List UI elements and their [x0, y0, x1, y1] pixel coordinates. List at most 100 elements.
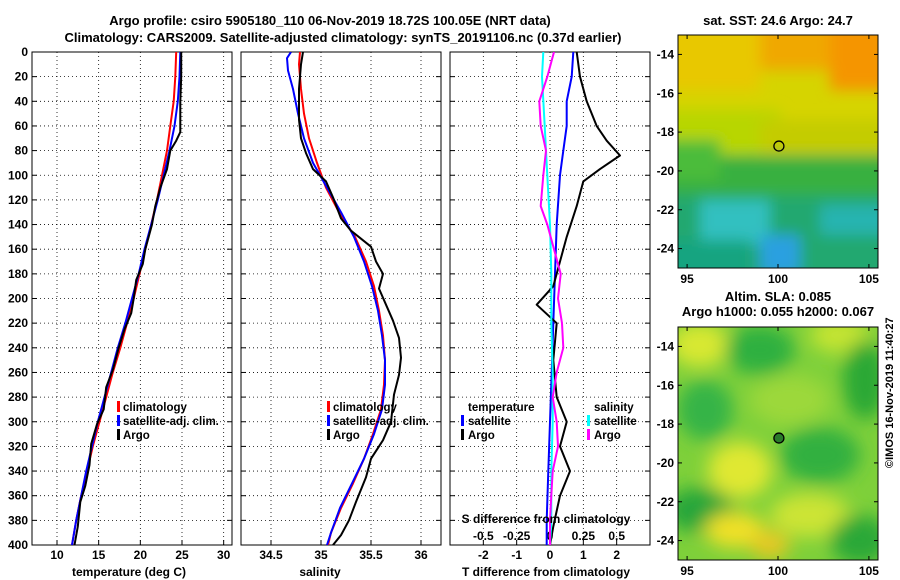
map-y-tick-label: -18 — [657, 417, 675, 431]
legend-swatch-satellite — [117, 415, 120, 426]
legend-swatch-argo — [117, 429, 120, 440]
temperature-panel: 0 20 40 60 80 100 120 140 160 180 200 220 240 260 280 3… — [8, 45, 233, 562]
difference-xlabel: T difference from climatology — [462, 565, 630, 579]
salinity-xlabel: salinity — [299, 565, 341, 579]
y-tick-label: 360 — [8, 489, 28, 503]
x-tick-label: 35 — [314, 548, 328, 562]
sst-map-title: sat. SST: 24.6 Argo: 24.7 — [703, 13, 853, 28]
x-tick-label: 25 — [175, 548, 189, 562]
credit-text: ©IMOS 16-Nov-2019 11:40:27 — [884, 317, 896, 468]
y-tick-label: 60 — [15, 119, 29, 133]
map-y-tick-label: -16 — [657, 86, 675, 100]
y-tick-label: 140 — [8, 218, 28, 232]
series-group — [286, 52, 402, 545]
sst-map: sat. SST: 24.6 Argo: 24.7 95 100 105 -14 -16… — [657, 13, 880, 286]
y-tick-label: 40 — [15, 94, 29, 108]
series-argo — [298, 52, 402, 545]
x2-tick-label: 0.25 — [572, 529, 596, 543]
legend-s-satellite: satellite — [594, 416, 637, 428]
y-tick-label: 0 — [21, 45, 28, 59]
series-temperature-argo — [535, 52, 621, 545]
y-tick-label: 300 — [8, 415, 28, 429]
sla-map: Altim. SLA: 0.085 Argo h1000: 0.055 h200… — [657, 289, 880, 578]
y-tick-label: 120 — [8, 193, 28, 207]
x-tick-label: 15 — [92, 548, 106, 562]
y-tick-label: 80 — [15, 144, 29, 158]
legend-argo: Argo — [123, 430, 150, 442]
x-tick-label: 10 — [50, 548, 64, 562]
legend-t-satellite: satellite — [468, 416, 511, 428]
legend-swatch-s-satellite — [587, 415, 590, 426]
y-tick-label: 400 — [8, 538, 28, 552]
y-tick-label: 220 — [8, 316, 28, 330]
legend-climatology: climatology — [123, 402, 188, 414]
series-satellite-adj-clim — [286, 52, 386, 545]
y-tick-label: 160 — [8, 242, 28, 256]
series-group — [535, 52, 621, 545]
legend-swatch-satellite — [327, 415, 330, 426]
difference-legend-salinity: salinity satellite Argo — [587, 402, 637, 442]
legend-swatch-t-argo — [461, 429, 464, 440]
legend-swatch-argo — [327, 429, 330, 440]
map-y-tick-label: -14 — [657, 47, 675, 61]
x-tick-label: 35.5 — [359, 548, 383, 562]
map-x-tick-label: 95 — [680, 564, 694, 578]
legend-temperature-title: temperature — [468, 402, 534, 414]
legend-t-argo: Argo — [468, 430, 495, 442]
temperature-xlabel: temperature (deg C) — [72, 565, 186, 579]
sla-axes: 95 100 105 -14 -16 -18 -20 -22 -24 — [657, 327, 879, 578]
legend-satellite-adj: satellite-adj. clim. — [333, 416, 429, 428]
legend-argo: Argo — [333, 430, 360, 442]
map-x-tick-label: 105 — [859, 564, 879, 578]
x-tick-label: -1 — [511, 548, 522, 562]
difference-x2label: S difference from climatology — [462, 512, 631, 526]
x2-tick-label: 0.5 — [608, 529, 625, 543]
legend-climatology: climatology — [333, 402, 398, 414]
y-tick-label: 340 — [8, 464, 28, 478]
x-tick-label: 34.5 — [259, 548, 283, 562]
map-y-tick-label: -24 — [657, 242, 675, 256]
series-group — [71, 52, 183, 545]
series-argo — [73, 52, 183, 545]
sst-argo-location-marker — [773, 140, 785, 152]
figure-title-line2: Climatology: CARS2009. Satellite-adjuste… — [64, 30, 621, 45]
x-tick-label: 36 — [414, 548, 428, 562]
y-tick-label: 280 — [8, 390, 28, 404]
sla-argo-location-marker — [773, 432, 785, 444]
map-y-tick-label: -24 — [657, 534, 675, 548]
x-tick-label: 0 — [547, 548, 554, 562]
y-tick-label: 100 — [8, 168, 28, 182]
map-x-tick-label: 95 — [680, 272, 694, 286]
map-y-tick-label: -16 — [657, 378, 675, 392]
salinity-legend: climatology satellite-adj. clim. Argo — [327, 401, 429, 442]
legend-salinity-title: salinity — [594, 402, 634, 414]
map-y-tick-label: -20 — [657, 164, 675, 178]
series-temperature-satellite — [545, 52, 575, 545]
figure-title-line1: Argo profile: csiro 5905180_110 06-Nov-2… — [109, 13, 551, 28]
map-y-tick-label: -20 — [657, 456, 675, 470]
x-tick-label: 20 — [134, 548, 148, 562]
map-x-tick-label: 100 — [768, 564, 788, 578]
map-y-tick-label: -22 — [657, 203, 675, 217]
legend-s-argo: Argo — [594, 430, 621, 442]
difference-panel: -2 -1 0 1 2-0.5 -0.25 0 0.25 0.5 — [449, 51, 651, 562]
sst-axes: 95 100 105 -14 -16 -18 -20 -22 -24 — [657, 35, 879, 286]
y-tick-label: 20 — [15, 70, 29, 84]
series-satellite-adj-clim — [71, 52, 182, 545]
y-tick-label: 180 — [8, 267, 28, 281]
legend-swatch-s-argo — [587, 429, 590, 440]
difference-legend-temperature: temperature satellite Argo — [461, 402, 534, 442]
map-x-tick-label: 100 — [768, 272, 788, 286]
series-salinity-argo — [538, 52, 565, 545]
x-tick-label: 30 — [217, 548, 231, 562]
legend-swatch-climatology — [327, 401, 330, 412]
legend-swatch-climatology — [117, 401, 120, 412]
y-tick-label: 200 — [8, 292, 28, 306]
sla-map-title-line1: Altim. SLA: 0.085 — [725, 289, 831, 304]
map-y-tick-label: -18 — [657, 125, 675, 139]
y-tick-label: 260 — [8, 365, 28, 379]
x-tick-label: 2 — [613, 548, 620, 562]
y-tick-label: 380 — [8, 513, 28, 527]
temperature-legend: climatology satellite-adj. clim. Argo — [117, 401, 219, 442]
